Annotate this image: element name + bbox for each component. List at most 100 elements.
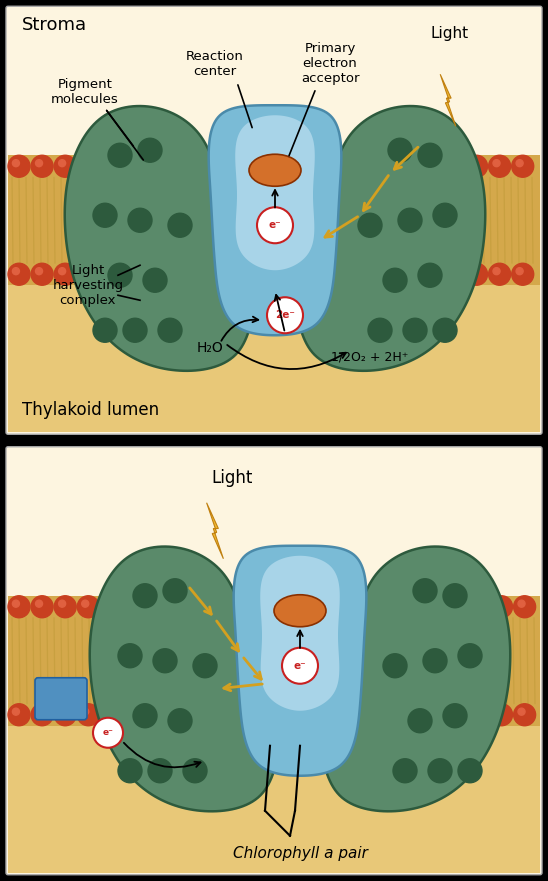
Circle shape	[133, 704, 157, 728]
Circle shape	[388, 138, 412, 162]
Circle shape	[428, 759, 452, 782]
Circle shape	[518, 600, 525, 607]
Circle shape	[82, 600, 89, 607]
Circle shape	[118, 759, 142, 782]
Circle shape	[54, 704, 76, 726]
Circle shape	[77, 596, 99, 618]
Circle shape	[59, 159, 66, 167]
Circle shape	[31, 596, 53, 618]
Circle shape	[282, 648, 318, 684]
Text: Reaction
center: Reaction center	[186, 50, 244, 78]
Circle shape	[355, 159, 362, 167]
Circle shape	[31, 155, 53, 177]
Circle shape	[458, 644, 482, 668]
Circle shape	[398, 704, 420, 726]
Circle shape	[36, 268, 43, 275]
Circle shape	[105, 708, 112, 715]
Text: Chlorophyll a pair: Chlorophyll a pair	[232, 846, 368, 861]
Circle shape	[54, 596, 76, 618]
Circle shape	[128, 708, 135, 715]
Ellipse shape	[274, 595, 326, 626]
Circle shape	[495, 708, 502, 715]
Bar	[8, 596, 540, 726]
Circle shape	[123, 704, 146, 726]
Circle shape	[128, 600, 135, 607]
Circle shape	[403, 318, 427, 342]
Circle shape	[368, 318, 392, 342]
Circle shape	[8, 263, 30, 285]
Circle shape	[379, 708, 386, 715]
Circle shape	[516, 159, 523, 167]
Circle shape	[13, 268, 19, 275]
Circle shape	[105, 600, 112, 607]
Circle shape	[418, 144, 442, 167]
Bar	[8, 726, 540, 873]
Circle shape	[108, 263, 132, 287]
Circle shape	[158, 318, 182, 342]
Circle shape	[518, 708, 525, 715]
Circle shape	[383, 654, 407, 677]
Circle shape	[31, 704, 53, 726]
Text: Primary
electron
acceptor: Primary electron acceptor	[301, 42, 359, 85]
Circle shape	[77, 704, 99, 726]
Text: e⁻: e⁻	[102, 729, 113, 737]
Circle shape	[355, 268, 362, 275]
Circle shape	[59, 268, 66, 275]
Polygon shape	[440, 74, 456, 126]
Bar	[8, 448, 540, 596]
Circle shape	[444, 704, 466, 726]
Text: 2e⁻: 2e⁻	[275, 310, 295, 321]
Circle shape	[442, 155, 464, 177]
Circle shape	[31, 263, 53, 285]
Circle shape	[123, 263, 146, 285]
Circle shape	[54, 155, 76, 177]
Circle shape	[147, 704, 169, 726]
Circle shape	[375, 704, 397, 726]
Circle shape	[408, 708, 432, 733]
Circle shape	[350, 155, 372, 177]
Circle shape	[490, 596, 512, 618]
Polygon shape	[235, 115, 315, 270]
Circle shape	[100, 263, 122, 285]
Circle shape	[8, 596, 30, 618]
Circle shape	[421, 704, 443, 726]
Text: Pigment
molecules: Pigment molecules	[51, 78, 119, 107]
Circle shape	[93, 318, 117, 342]
Circle shape	[8, 704, 30, 726]
Circle shape	[433, 204, 457, 227]
Circle shape	[82, 708, 89, 715]
FancyBboxPatch shape	[6, 447, 542, 875]
Circle shape	[379, 600, 386, 607]
Circle shape	[82, 159, 89, 167]
Polygon shape	[315, 546, 510, 811]
Circle shape	[151, 600, 158, 607]
Polygon shape	[207, 503, 224, 559]
Circle shape	[512, 263, 534, 285]
Circle shape	[143, 268, 167, 292]
Text: Light
harvesting
complex: Light harvesting complex	[53, 263, 123, 307]
Circle shape	[54, 263, 76, 285]
Circle shape	[147, 596, 169, 618]
Circle shape	[13, 159, 19, 167]
Circle shape	[513, 704, 535, 726]
Circle shape	[383, 268, 407, 292]
Circle shape	[443, 704, 467, 728]
Circle shape	[424, 159, 431, 167]
Ellipse shape	[249, 154, 301, 186]
Bar	[8, 285, 540, 433]
Circle shape	[490, 704, 512, 726]
Circle shape	[433, 318, 457, 342]
Circle shape	[418, 263, 442, 287]
Circle shape	[419, 155, 441, 177]
Circle shape	[396, 263, 418, 285]
Polygon shape	[260, 556, 340, 711]
Circle shape	[426, 708, 432, 715]
Circle shape	[470, 268, 477, 275]
Circle shape	[419, 263, 441, 285]
FancyBboxPatch shape	[6, 6, 542, 434]
Circle shape	[423, 648, 447, 673]
Circle shape	[447, 268, 454, 275]
Circle shape	[350, 263, 372, 285]
Circle shape	[77, 155, 99, 177]
Circle shape	[449, 708, 456, 715]
